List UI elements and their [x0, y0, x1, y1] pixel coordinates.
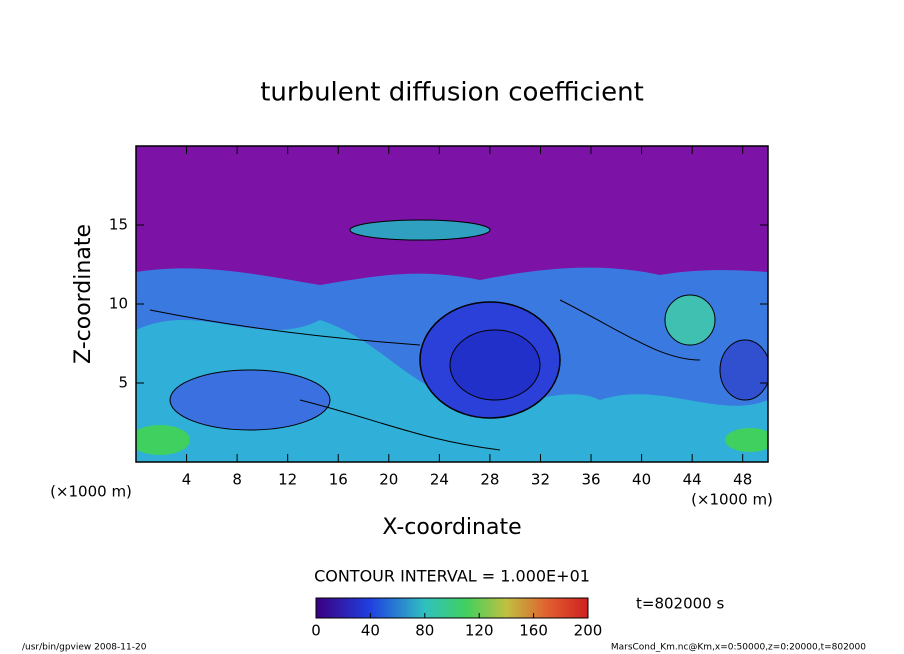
y-axis-label: Z-coordinate	[71, 224, 96, 364]
x-unit: (×1000 m)	[691, 491, 773, 509]
colorbar	[315, 597, 589, 619]
x-tick-label: 4	[182, 471, 192, 489]
x-tick-label: 24	[430, 471, 449, 489]
y-tick-label: 10	[109, 295, 128, 313]
chart-title: turbulent diffusion coefficient	[260, 78, 644, 108]
colorbar-tick-label: 0	[311, 622, 321, 640]
footer-right: MarsCond_Km.nc@Km,x=0:50000,z=0:20000,t=…	[611, 643, 866, 653]
footer-left: /usr/bin/gpview 2008-11-20	[22, 643, 147, 653]
colorbar-tick-label: 80	[415, 622, 434, 640]
y-tick-label: 5	[118, 374, 128, 392]
colorbar-tick-label: 160	[519, 622, 548, 640]
contour-field	[136, 146, 768, 462]
y-tick-label: 15	[109, 216, 128, 234]
x-tick-label: 48	[733, 471, 752, 489]
colorbar-tick-label: 120	[465, 622, 494, 640]
x-axis-label: X-coordinate	[382, 515, 521, 540]
x-tick-label: 32	[531, 471, 550, 489]
x-tick-label: 20	[379, 471, 398, 489]
x-tick-label: 36	[581, 471, 600, 489]
y-unit: (×1000 m)	[50, 483, 132, 501]
x-tick-label: 44	[683, 471, 702, 489]
x-tick-label: 28	[480, 471, 499, 489]
colorbar-tick-label: 40	[361, 622, 380, 640]
contour-interval: CONTOUR INTERVAL = 1.000E+01	[314, 567, 590, 586]
x-tick-label: 40	[632, 471, 651, 489]
x-tick-label: 16	[329, 471, 348, 489]
x-tick-label: 8	[232, 471, 242, 489]
colorbar-tick-label: 200	[574, 622, 603, 640]
time-label: t=802000 s	[636, 595, 724, 613]
x-tick-label: 12	[278, 471, 297, 489]
